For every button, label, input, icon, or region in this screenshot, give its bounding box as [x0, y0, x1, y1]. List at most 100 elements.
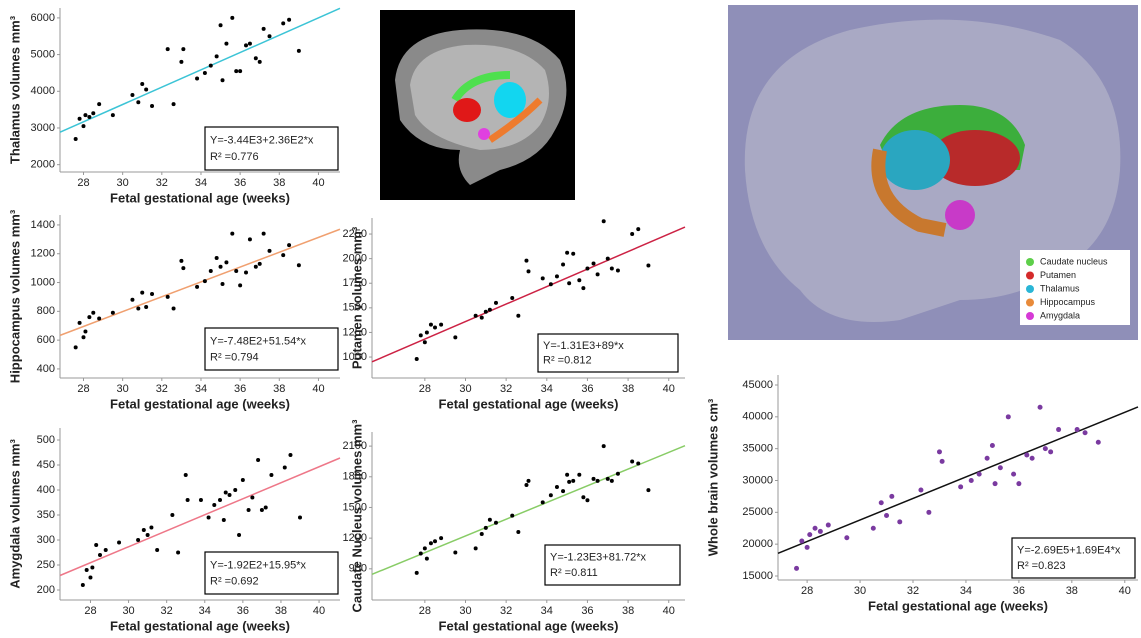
data-point — [985, 456, 990, 461]
data-point — [636, 461, 640, 465]
x-tick-label: 36 — [1013, 585, 1025, 597]
data-point — [897, 519, 902, 524]
x-tick-label: 28 — [419, 605, 431, 617]
y-tick-label: 4000 — [31, 85, 55, 97]
data-point — [926, 510, 931, 515]
data-point — [1043, 446, 1048, 451]
y-axis-title: Thalamus volumes mm³ — [7, 15, 22, 164]
data-point — [146, 533, 150, 537]
data-point — [561, 263, 565, 267]
y-tick-label: 5000 — [31, 49, 55, 61]
data-point — [940, 459, 945, 464]
data-point — [527, 269, 531, 273]
equation-text: Y=-1.92E2+15.95*x — [210, 559, 307, 571]
data-point — [606, 257, 610, 261]
data-point — [555, 485, 559, 489]
data-point — [179, 259, 183, 263]
data-point — [244, 270, 248, 274]
data-point — [474, 546, 478, 550]
data-point — [98, 553, 102, 557]
data-point — [74, 137, 78, 141]
data-point — [207, 516, 211, 520]
data-point — [453, 550, 457, 554]
data-point — [1016, 481, 1021, 486]
data-point — [419, 333, 423, 337]
data-point — [1048, 449, 1053, 454]
data-point — [181, 47, 185, 51]
data-point — [248, 237, 252, 241]
data-point — [74, 345, 78, 349]
equation-text: Y=-1.31E3+89*x — [543, 340, 624, 352]
x-tick-label: 32 — [156, 177, 168, 189]
data-point — [592, 477, 596, 481]
x-tick-label: 38 — [1066, 585, 1078, 597]
data-point — [510, 514, 514, 518]
x-tick-label: 40 — [663, 605, 675, 617]
data-point — [230, 232, 234, 236]
data-point — [425, 557, 429, 561]
data-point — [250, 496, 254, 500]
data-point — [150, 292, 154, 296]
data-point — [602, 219, 606, 223]
data-point — [234, 69, 238, 73]
data-point — [423, 340, 427, 344]
x-tick-label: 32 — [156, 383, 168, 395]
data-point — [215, 54, 219, 58]
x-tick-label: 36 — [234, 383, 246, 395]
data-point — [233, 488, 237, 492]
data-point — [281, 253, 285, 257]
data-point — [130, 93, 134, 97]
y-tick-label: 40000 — [742, 411, 773, 423]
y-tick-label: 45000 — [742, 379, 773, 391]
x-tick-label: 28 — [801, 585, 813, 597]
y-tick-label: 1400 — [31, 219, 55, 231]
data-point — [596, 479, 600, 483]
data-point — [136, 538, 140, 542]
data-point — [429, 541, 433, 545]
y-tick-label: 200 — [37, 584, 55, 596]
fit-line — [778, 407, 1138, 553]
data-point — [224, 260, 228, 264]
data-point — [170, 513, 174, 517]
data-point — [288, 453, 292, 457]
data-point — [844, 535, 849, 540]
data-point — [78, 321, 82, 325]
data-point — [248, 42, 252, 46]
data-point — [549, 493, 553, 497]
data-point — [97, 317, 101, 321]
y-tick-label: 35000 — [742, 443, 773, 455]
data-point — [1030, 456, 1035, 461]
data-point — [1038, 405, 1043, 410]
data-point — [524, 259, 528, 263]
data-point — [602, 444, 606, 448]
data-point — [203, 279, 207, 283]
legend-label: Thalamus — [1040, 283, 1080, 293]
data-point — [555, 274, 559, 278]
data-point — [254, 265, 258, 269]
data-point — [494, 301, 498, 305]
data-point — [221, 282, 225, 286]
data-point — [596, 272, 600, 276]
data-point — [415, 357, 419, 361]
data-point — [516, 530, 520, 534]
data-point — [616, 472, 620, 476]
data-point — [83, 113, 87, 117]
data-point — [297, 49, 301, 53]
data-point — [195, 76, 199, 80]
data-point — [87, 115, 91, 119]
x-tick-label: 30 — [459, 605, 471, 617]
data-point — [807, 532, 812, 537]
x-tick-label: 34 — [541, 383, 553, 395]
x-tick-label: 30 — [117, 177, 129, 189]
data-point — [221, 78, 225, 82]
legend-swatch — [1026, 285, 1034, 293]
x-tick-label: 28 — [419, 383, 431, 395]
legend-label: Putamen — [1040, 270, 1076, 280]
data-point — [480, 532, 484, 536]
x-tick-label: 34 — [960, 585, 972, 597]
x-tick-label: 30 — [854, 585, 866, 597]
y-tick-label: 400 — [37, 363, 55, 375]
data-point — [219, 23, 223, 27]
y-tick-label: 350 — [37, 509, 55, 521]
render-legend: Caudate nucleusPutamenThalamusHippocampu… — [1020, 250, 1130, 325]
